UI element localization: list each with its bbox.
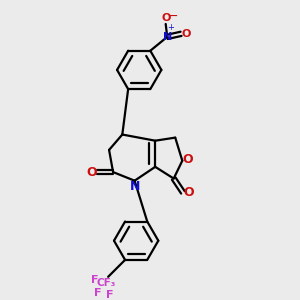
- Text: CF₃: CF₃: [97, 278, 116, 288]
- Text: O: O: [183, 186, 194, 199]
- Text: O: O: [161, 14, 170, 23]
- Text: N: N: [129, 180, 140, 193]
- Text: −: −: [167, 10, 178, 23]
- Text: O: O: [182, 29, 191, 39]
- Text: O: O: [182, 153, 193, 166]
- Text: F: F: [91, 275, 98, 285]
- Text: N: N: [163, 32, 172, 42]
- Text: +: +: [167, 23, 174, 32]
- Text: F: F: [106, 290, 113, 300]
- Text: F: F: [94, 288, 101, 298]
- Text: O: O: [86, 166, 97, 178]
